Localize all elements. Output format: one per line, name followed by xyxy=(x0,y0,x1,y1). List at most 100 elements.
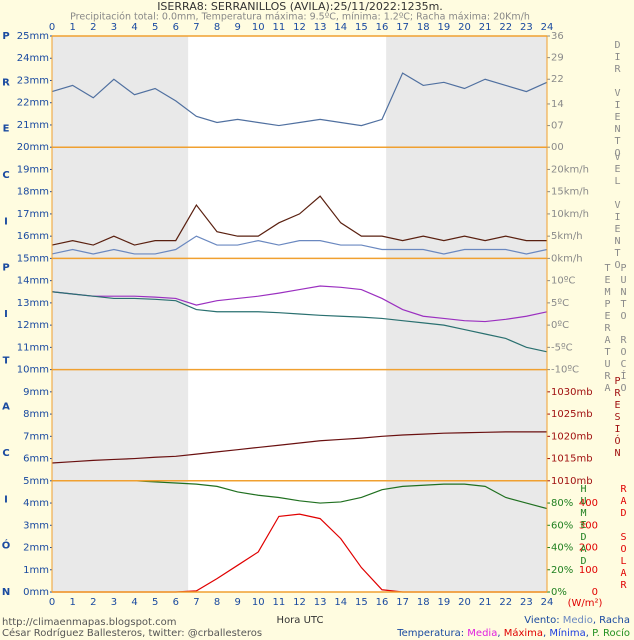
x-tick-label: 14 xyxy=(334,597,347,608)
data-line xyxy=(51,431,547,464)
x-tick-label: 20 xyxy=(458,597,471,608)
chart-subtitle: Precipitación total: 0.0mm, Temperatura … xyxy=(70,12,530,23)
x-axis-label: Hora UTC xyxy=(277,615,324,626)
y-tick-label: 15km/h xyxy=(551,187,589,198)
x-tick-label: 6 xyxy=(173,22,179,33)
x-tick-label: 12 xyxy=(293,597,306,608)
x-tick-label: 15 xyxy=(355,597,368,608)
chart-title: ISERRA8: SERRANILLOS (AVILA):25/11/2022:… xyxy=(157,0,443,13)
legend-item: Medio xyxy=(563,615,593,626)
y-tick-label: 1020mb xyxy=(551,431,593,442)
legend-item: Mínima xyxy=(549,627,585,639)
x-tick-label: 1 xyxy=(69,597,75,608)
y2-tick-label: 100 xyxy=(579,565,598,576)
x-tick-label: 2 xyxy=(90,597,96,608)
x-tick-label: 23 xyxy=(520,597,533,608)
x-tick-label: 3 xyxy=(111,597,117,608)
y-tick-label: 9mm xyxy=(23,387,49,398)
y-tick-label: 22mm xyxy=(17,98,49,109)
legend-item: Media xyxy=(467,628,497,639)
side-letter: Ó xyxy=(2,539,11,552)
y-tick-label: 1mm xyxy=(23,565,49,576)
x-tick-label: 20 xyxy=(458,22,471,33)
side-letter: A xyxy=(2,402,10,413)
side-letter: I xyxy=(4,309,8,320)
y-tick-label: 2mm xyxy=(23,543,49,554)
side-letter: R xyxy=(2,77,10,88)
y-tick-label: 16mm xyxy=(17,231,49,242)
x-tick-label: 11 xyxy=(273,22,286,33)
y2-tick-label: 0 xyxy=(592,587,598,598)
x-tick-label: 21 xyxy=(479,22,492,33)
y-tick-label: 20mm xyxy=(17,142,49,153)
y-tick-label: 0mm xyxy=(23,587,49,598)
y-tick-label: 15mm xyxy=(17,253,49,264)
side-letter: I xyxy=(4,216,8,227)
y-tick-label: 1010mb xyxy=(551,476,593,487)
y-tick-label: 5km/h xyxy=(551,231,583,242)
x-tick-label: 7 xyxy=(193,597,199,608)
legend: Temperatura: Media, Máxima, Mínima, P. R… xyxy=(396,627,630,639)
y-tick-label: 24mm xyxy=(17,53,49,64)
x-tick-label: 3 xyxy=(111,22,117,33)
data-line xyxy=(51,291,548,353)
y-tick-label: 6mm xyxy=(23,454,49,465)
y-tick-label: 21mm xyxy=(17,120,49,131)
y-tick-label: 00 xyxy=(551,142,564,153)
x-tick-label: 10 xyxy=(252,597,265,608)
y-tick-label: 14mm xyxy=(17,276,49,287)
x-tick-label: 18 xyxy=(417,597,430,608)
x-tick-label: 23 xyxy=(520,22,533,33)
data-line xyxy=(51,285,548,323)
side-letter: P xyxy=(2,31,9,42)
daylight-band xyxy=(188,36,387,592)
y-tick-label: 3mm xyxy=(23,520,49,531)
x-tick-label: 16 xyxy=(376,22,389,33)
y-tick-label: 25mm xyxy=(17,31,49,42)
radiation-unit: (W/m²) xyxy=(568,598,603,609)
y-tick-label: 8mm xyxy=(23,409,49,420)
side-letter: T xyxy=(3,355,10,366)
x-tick-label: 7 xyxy=(193,22,199,33)
x-tick-label: 11 xyxy=(273,597,286,608)
side-title: HUMEDAD xyxy=(578,484,589,568)
y-tick-label: 23mm xyxy=(17,75,49,86)
y-tick-label: 0ºC xyxy=(551,320,569,331)
x-tick-label: 13 xyxy=(314,597,327,608)
legend-item: Racha xyxy=(599,615,630,626)
x-tick-label: 4 xyxy=(131,597,137,608)
y-tick-label: 07 xyxy=(551,121,564,132)
y-tick-label: 1015mb xyxy=(551,454,593,465)
side-title: VEL VIENTO xyxy=(612,152,623,272)
y-tick-label: 11mm xyxy=(17,342,49,353)
x-tick-label: 18 xyxy=(417,22,430,33)
x-tick-label: 19 xyxy=(438,22,451,33)
side-title: TEMPERATURA xyxy=(602,263,613,395)
side-letter: C xyxy=(2,448,9,459)
y-tick-label: -10ºC xyxy=(551,365,579,376)
y-tick-label: 5ºC xyxy=(551,298,569,309)
y-tick-label: 60% xyxy=(551,520,573,531)
y-tick-label: 40% xyxy=(551,543,573,554)
x-tick-label: 8 xyxy=(214,597,220,608)
legend-item: Máxima xyxy=(504,627,543,639)
x-tick-label: 12 xyxy=(293,22,306,33)
x-tick-label: 14 xyxy=(334,22,347,33)
legend-item: Viento: xyxy=(524,615,562,626)
x-tick-label: 22 xyxy=(499,597,512,608)
y-tick-label: 20% xyxy=(551,565,573,576)
y-tick-label: 13mm xyxy=(17,298,49,309)
y-tick-label: 12mm xyxy=(17,320,49,331)
side-letter: C xyxy=(2,170,9,181)
y-tick-label: 14 xyxy=(551,99,564,110)
y-tick-label: 10ºC xyxy=(551,276,575,287)
side-letter: I xyxy=(4,494,8,505)
side-letter: N xyxy=(2,587,10,598)
y-tick-label: 19mm xyxy=(17,164,49,175)
x-tick-label: 21 xyxy=(479,597,492,608)
y-tick-label: 10mm xyxy=(17,365,49,376)
y-tick-label: 0km/h xyxy=(551,253,583,264)
x-tick-label: 1 xyxy=(69,22,75,33)
